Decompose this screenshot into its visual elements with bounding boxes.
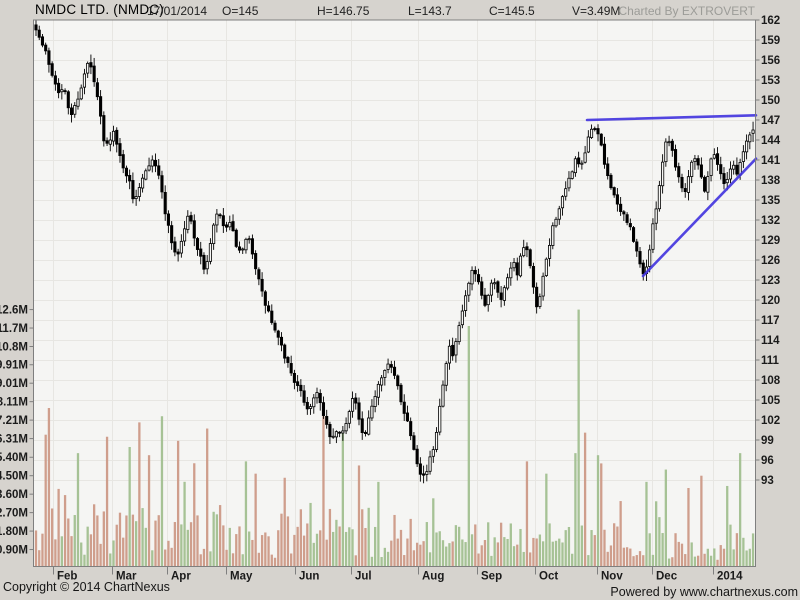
svg-text:117: 117 <box>761 315 780 327</box>
svg-text:Oct: Oct <box>539 571 558 583</box>
charted-by-label: Charted By EXTROVERT <box>618 4 756 18</box>
svg-text:93: 93 <box>761 475 774 487</box>
svg-text:12.6M: 12.6M <box>0 305 28 317</box>
svg-text:99: 99 <box>761 435 774 447</box>
symbol-title: NMDC LTD. (NMDC) <box>35 2 164 17</box>
svg-text:Apr: Apr <box>171 571 191 583</box>
copyright-label: Copyright © 2014 ChartNexus <box>3 580 170 594</box>
svg-text:Feb: Feb <box>57 571 77 583</box>
svg-text:156: 156 <box>761 55 780 67</box>
svg-text:144: 144 <box>761 135 781 147</box>
resistance-line <box>585 114 758 122</box>
svg-text:159: 159 <box>761 35 780 47</box>
svg-text:7.21M: 7.21M <box>0 415 28 427</box>
svg-text:96: 96 <box>761 455 774 467</box>
plot-background <box>33 20 756 567</box>
svg-text:May: May <box>230 571 253 583</box>
svg-text:Jul: Jul <box>355 571 372 583</box>
svg-text:111: 111 <box>761 355 780 367</box>
svg-text:153: 153 <box>761 75 780 87</box>
support-line <box>641 157 758 278</box>
svg-text:9.91M: 9.91M <box>0 360 28 372</box>
axis-labels: 162 159 156 153 150 147 144 141 138 135 132 129 126 1… <box>0 15 781 583</box>
trendlines <box>585 114 758 278</box>
svg-text:10.8M: 10.8M <box>0 341 28 353</box>
svg-text:5.40M: 5.40M <box>0 452 28 464</box>
svg-text:147: 147 <box>761 115 780 127</box>
svg-text:108: 108 <box>761 375 781 387</box>
quote-close: C=145.5 <box>489 4 535 18</box>
svg-text:129: 129 <box>761 235 780 247</box>
plot-border <box>33 19 756 567</box>
svg-text:Sep: Sep <box>481 571 502 583</box>
svg-text:138: 138 <box>761 175 781 187</box>
powered-by-label: Powered by www.chartnexus.com <box>610 585 798 599</box>
svg-text:11.7M: 11.7M <box>0 323 28 335</box>
svg-text:4.50M: 4.50M <box>0 471 28 483</box>
gridlines <box>33 20 756 567</box>
svg-text:126: 126 <box>761 255 780 267</box>
svg-text:120: 120 <box>761 295 780 307</box>
quote-open: O=145 <box>222 4 259 18</box>
quote-date: 17/01/2014 <box>147 4 208 18</box>
volume-bars <box>34 309 755 567</box>
svg-text:162: 162 <box>761 15 780 27</box>
svg-text:1.80M: 1.80M <box>0 526 28 538</box>
svg-text:2.70M: 2.70M <box>0 508 28 520</box>
svg-text:114: 114 <box>761 335 780 347</box>
svg-text:6.31M: 6.31M <box>0 434 28 446</box>
svg-text:Mar: Mar <box>116 571 137 583</box>
quote-high: H=146.75 <box>317 4 370 18</box>
svg-text:102: 102 <box>761 415 780 427</box>
candlesticks <box>34 20 755 484</box>
svg-text:3.60M: 3.60M <box>0 489 28 501</box>
quote-low: L=143.7 <box>408 4 452 18</box>
svg-text:Nov: Nov <box>601 571 623 583</box>
svg-text:123: 123 <box>761 275 780 287</box>
svg-text:2014: 2014 <box>717 571 743 583</box>
svg-text:135: 135 <box>761 195 781 207</box>
svg-text:8.11M: 8.11M <box>0 397 28 409</box>
svg-text:Jun: Jun <box>299 571 319 583</box>
svg-text:Dec: Dec <box>656 571 678 583</box>
svg-text:Aug: Aug <box>422 571 444 583</box>
quote-volume: V=3.49M <box>572 4 621 18</box>
svg-text:0.90M: 0.90M <box>0 545 28 557</box>
svg-text:9.01M: 9.01M <box>0 378 28 390</box>
svg-text:132: 132 <box>761 215 780 227</box>
svg-text:141: 141 <box>761 155 781 167</box>
svg-text:105: 105 <box>761 395 781 407</box>
svg-text:150: 150 <box>761 95 780 107</box>
